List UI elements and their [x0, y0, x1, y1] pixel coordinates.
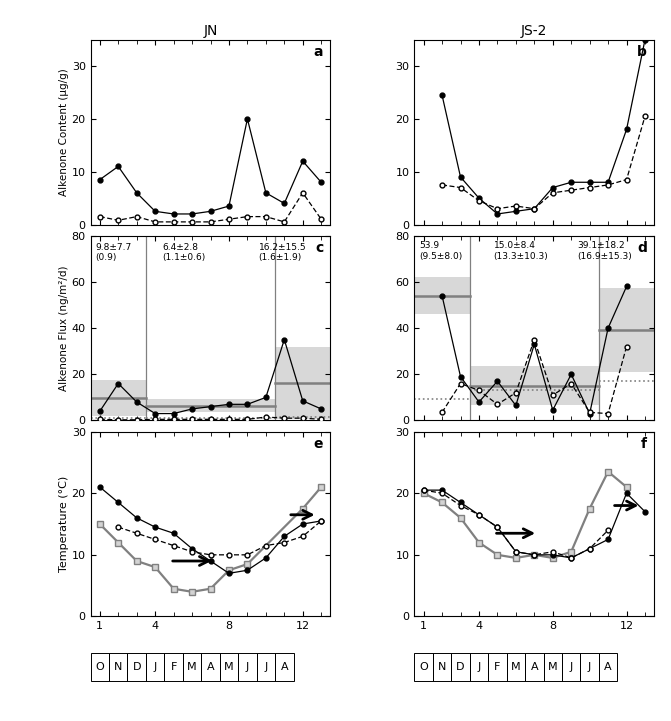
Bar — [562, 653, 580, 681]
Text: f: f — [641, 437, 647, 451]
Text: e: e — [314, 437, 323, 451]
Text: A: A — [207, 662, 214, 672]
Text: 53.9
(9.5±8.0): 53.9 (9.5±8.0) — [419, 241, 462, 260]
Bar — [219, 653, 238, 681]
Text: 16.2±15.5
(1.6±1.9): 16.2±15.5 (1.6±1.9) — [258, 243, 306, 262]
Text: D: D — [132, 662, 141, 672]
Text: 15.0±8.4
(13.3±10.3): 15.0±8.4 (13.3±10.3) — [494, 241, 548, 260]
Text: J: J — [264, 662, 268, 672]
Text: F: F — [495, 662, 501, 672]
Text: N: N — [438, 662, 446, 672]
Text: O: O — [419, 662, 428, 672]
Text: J: J — [588, 662, 591, 672]
Text: 6.4±2.8
(1.1±0.6): 6.4±2.8 (1.1±0.6) — [162, 243, 206, 262]
Text: M: M — [187, 662, 197, 672]
Bar — [488, 653, 507, 681]
Text: A: A — [605, 662, 612, 672]
Bar — [275, 653, 293, 681]
Text: 39.1±18.2
(16.9±15.3): 39.1±18.2 (16.9±15.3) — [578, 241, 632, 260]
Bar — [544, 653, 562, 681]
Bar — [415, 653, 433, 681]
Text: D: D — [456, 662, 465, 672]
Bar — [201, 653, 219, 681]
Text: M: M — [224, 662, 234, 672]
Bar — [599, 653, 617, 681]
Text: M: M — [511, 662, 521, 672]
Bar — [238, 653, 256, 681]
Text: J: J — [570, 662, 573, 672]
Text: N: N — [114, 662, 122, 672]
Bar — [127, 653, 146, 681]
Y-axis label: Temperature (°C): Temperature (°C) — [59, 476, 69, 572]
Bar — [470, 653, 488, 681]
Bar — [109, 653, 127, 681]
Bar — [525, 653, 544, 681]
Y-axis label: Alkenone Flux (ng/m²/d): Alkenone Flux (ng/m²/d) — [59, 265, 69, 391]
Bar — [580, 653, 599, 681]
Text: O: O — [95, 662, 104, 672]
Text: J: J — [154, 662, 157, 672]
Y-axis label: Alkenone Content (μg/g): Alkenone Content (μg/g) — [59, 68, 69, 196]
Bar — [452, 653, 470, 681]
Text: d: d — [637, 241, 647, 255]
Title: JN: JN — [203, 25, 217, 38]
Text: J: J — [477, 662, 480, 672]
Text: a: a — [314, 45, 323, 59]
Text: b: b — [637, 45, 647, 59]
Bar — [146, 653, 164, 681]
Text: A: A — [531, 662, 538, 672]
Bar — [164, 653, 183, 681]
Title: JS-2: JS-2 — [521, 25, 548, 38]
Bar — [256, 653, 275, 681]
Bar — [183, 653, 201, 681]
Text: J: J — [246, 662, 249, 672]
Bar — [507, 653, 525, 681]
Text: M: M — [548, 662, 558, 672]
Bar — [433, 653, 452, 681]
Bar — [91, 653, 109, 681]
Text: A: A — [280, 662, 288, 672]
Text: F: F — [170, 662, 176, 672]
Text: c: c — [315, 241, 323, 255]
Text: 9.8±7.7
(0.9): 9.8±7.7 (0.9) — [95, 243, 132, 262]
